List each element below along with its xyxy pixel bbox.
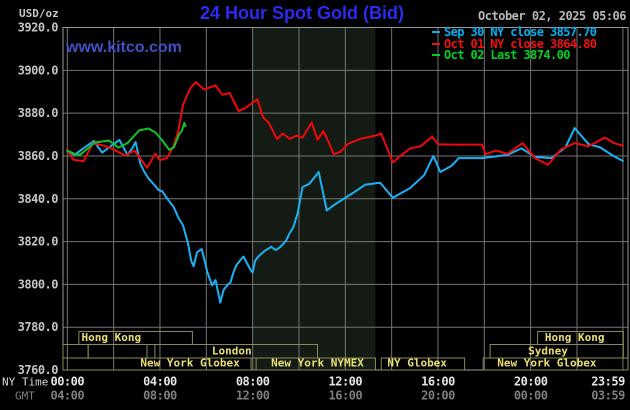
legend-item-oct01: Oct 01 NY close 3864.80 bbox=[432, 36, 597, 51]
y-tick-label: 3900.0 bbox=[18, 63, 59, 77]
session-label: NY Globex bbox=[387, 357, 447, 370]
x-tick-ny-time: 20:00 bbox=[514, 375, 548, 389]
x-tick-ny-time: 16:00 bbox=[421, 375, 455, 389]
x-tick-ny-time: 12:00 bbox=[329, 375, 363, 389]
series-line-0 bbox=[66, 127, 624, 304]
y-tick-label: 3800.0 bbox=[18, 277, 59, 291]
y-tick-label: 3920.0 bbox=[18, 21, 59, 35]
x-tick-gmt: 20:00 bbox=[421, 389, 455, 403]
session-box bbox=[255, 357, 376, 371]
series-line-2 bbox=[66, 121, 187, 156]
session-box bbox=[62, 344, 89, 359]
y-tick-label: 3860.0 bbox=[18, 149, 59, 163]
legend-item-label: Sep 30 NY close 3857.70 bbox=[444, 24, 597, 39]
chart-legend: Sep 30 NY close 3857.70 Oct 01 NY close … bbox=[432, 24, 597, 63]
session-label: Hong Kong bbox=[545, 331, 605, 344]
x-tick-ny-time: 23:59 bbox=[591, 375, 625, 389]
session-label: New York NYMEX bbox=[271, 357, 364, 370]
gmt-row-label: GMT bbox=[15, 390, 35, 403]
legend-item-label: Oct 02 Last 3874.00 bbox=[444, 48, 570, 63]
session-label: Hong Kong bbox=[82, 331, 142, 344]
y-tick-label: 3780.0 bbox=[18, 320, 59, 334]
ny-time-row-label: NY Time bbox=[2, 376, 48, 389]
session-label: New York Globex bbox=[140, 357, 240, 370]
session-box bbox=[87, 344, 148, 359]
y-tick-label: 3760.0 bbox=[18, 363, 59, 377]
x-tick-gmt: 08:00 bbox=[143, 389, 177, 403]
y-tick-label: 3840.0 bbox=[18, 192, 59, 206]
legend-item-oct02: Oct 02 Last 3874.00 bbox=[432, 48, 596, 63]
session-label: New York Globex bbox=[497, 357, 597, 370]
datetime-label: October 02, 2025 05:06 bbox=[478, 9, 626, 23]
kitco-watermark-link[interactable]: www.kitco.com bbox=[66, 39, 182, 56]
y-tick-label: 3820.0 bbox=[18, 235, 59, 249]
x-tick-gmt: 04:00 bbox=[50, 389, 84, 403]
x-tick-gmt: 03:59 bbox=[591, 389, 625, 403]
legend-item-sep30: Sep 30 NY close 3857.70 bbox=[432, 24, 597, 39]
x-tick-gmt: 16:00 bbox=[329, 389, 363, 403]
session-box bbox=[380, 357, 466, 371]
x-tick-ny-time: 04:00 bbox=[143, 375, 177, 389]
legend-dash-icon bbox=[432, 42, 440, 45]
y-tick-label: 3880.0 bbox=[18, 106, 59, 120]
unit-label: USD/oz bbox=[19, 7, 59, 20]
session-box bbox=[62, 357, 252, 371]
series-line-1 bbox=[66, 81, 624, 169]
session-box bbox=[482, 357, 629, 371]
legend-dash-icon bbox=[432, 54, 440, 57]
x-tick-ny-time: 00:00 bbox=[50, 375, 84, 389]
x-tick-ny-time: 08:00 bbox=[236, 375, 270, 389]
x-tick-gmt: 00:00 bbox=[514, 389, 548, 403]
session-label: London bbox=[212, 345, 252, 358]
x-tick-gmt: 12:00 bbox=[236, 389, 270, 403]
legend-dash-icon bbox=[432, 30, 440, 33]
session-label: Sydney bbox=[528, 345, 568, 358]
legend-item-label: Oct 01 NY close 3864.80 bbox=[444, 36, 597, 51]
page-title: 24 Hour Spot Gold (Bid) bbox=[200, 3, 404, 23]
